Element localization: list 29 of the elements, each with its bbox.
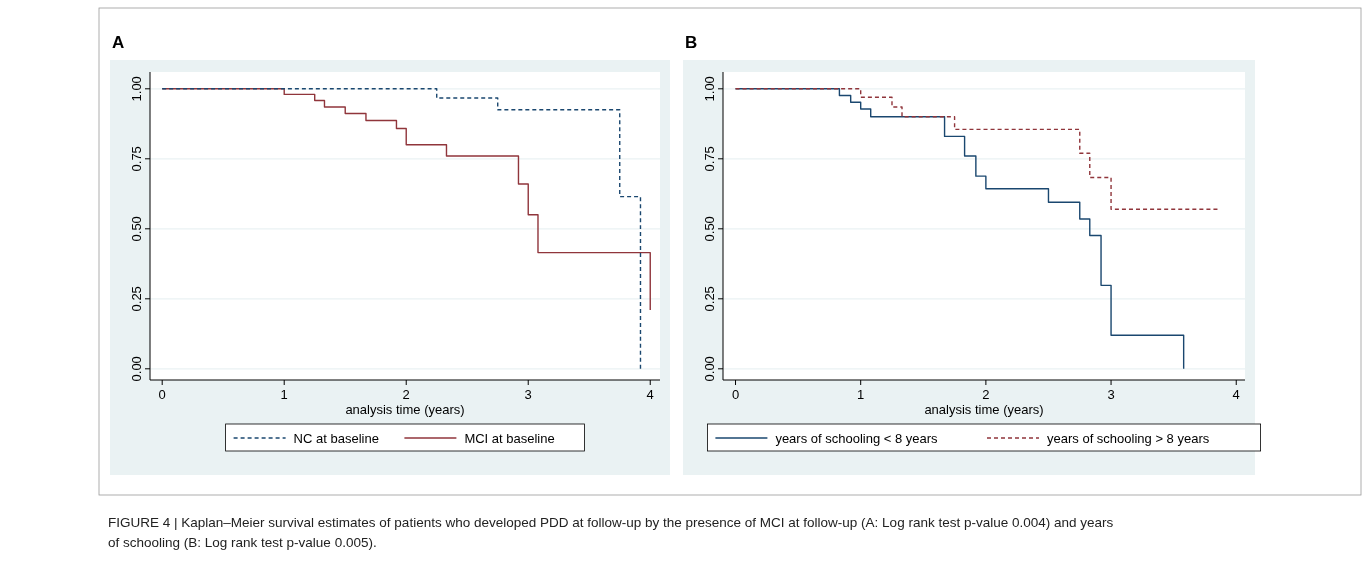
y-tick-label: 0.00 (129, 356, 144, 382)
legend-label: years of schooling > 8 years (1047, 431, 1210, 446)
y-tick-label: 0.75 (702, 146, 717, 172)
x-tick-label: 0 (731, 387, 740, 402)
y-tick-label: 1.00 (702, 76, 717, 102)
x-tick-label: 3 (524, 387, 532, 402)
caption: FIGURE 4 | Kaplan–Meier survival estimates of patients who developed PDD at follow-up by the presence of MCI at follow-up (A: Log rank test p-value 0.004) and years of schooling (B: Log rank test p-value 0.005). (108, 515, 1114, 550)
x-axis-title: analysis time (years) (345, 402, 465, 417)
x-tick-label: 0 (158, 387, 166, 402)
x-tick-label: 2 (402, 387, 410, 402)
x-tick-label: 1 (857, 387, 865, 402)
x-axis-title: analysis time (years) (924, 402, 1044, 417)
chart-title: A (112, 33, 125, 52)
legend-label: NC at baseline (293, 431, 379, 446)
y-tick-label: 0.25 (702, 286, 717, 312)
chart-title: B (685, 33, 698, 52)
y-tick-label: 0.50 (702, 216, 717, 242)
x-tick-label: 2 (982, 387, 990, 402)
x-tick-label: 3 (1107, 387, 1115, 402)
x-tick-label: 4 (1232, 387, 1240, 402)
y-tick-label: 0.50 (129, 216, 144, 242)
y-tick-label: 0.00 (702, 356, 717, 382)
legend-label: years of schooling < 8 years (775, 431, 939, 446)
legend-label: MCI at baseline (464, 431, 555, 446)
x-tick-label: 4 (646, 387, 654, 402)
y-tick-label: 0.25 (129, 286, 144, 312)
y-tick-label: 1.00 (129, 76, 144, 102)
y-tick-label: 0.75 (129, 146, 144, 172)
x-tick-label: 1 (280, 387, 288, 402)
